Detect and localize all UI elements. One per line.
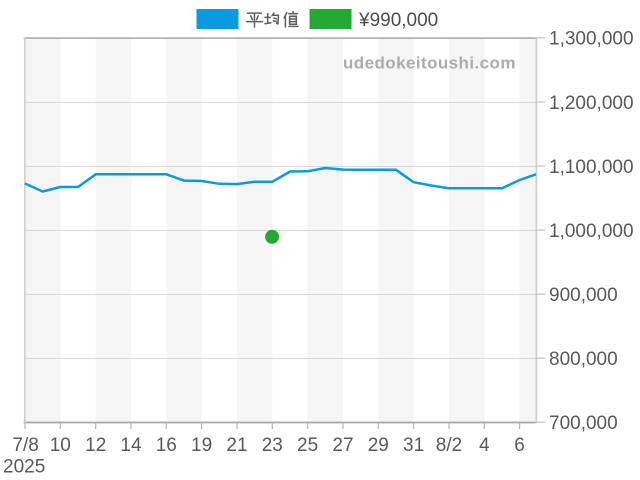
svg-text:1,200,000: 1,200,000 [549, 93, 634, 114]
svg-text:16: 16 [156, 435, 177, 456]
svg-text:29: 29 [368, 435, 389, 456]
svg-text:4: 4 [479, 435, 490, 456]
svg-text:12: 12 [85, 435, 106, 456]
svg-text:1,300,000: 1,300,000 [549, 29, 634, 50]
svg-text:21: 21 [226, 435, 247, 456]
svg-text:1,000,000: 1,000,000 [549, 221, 634, 242]
svg-text:7/8: 7/8 [12, 435, 38, 456]
svg-text:800,000: 800,000 [549, 349, 618, 370]
svg-text:700,000: 700,000 [549, 413, 618, 434]
svg-text:31: 31 [403, 435, 424, 456]
svg-text:¥990,000: ¥990,000 [358, 10, 438, 31]
svg-text:10: 10 [50, 435, 71, 456]
svg-text:14: 14 [120, 435, 142, 456]
svg-text:27: 27 [332, 435, 353, 456]
svg-text:23: 23 [262, 435, 283, 456]
svg-text:udedokeitoushi.com: udedokeitoushi.com [343, 54, 516, 73]
svg-text:8/2: 8/2 [436, 435, 462, 456]
svg-text:900,000: 900,000 [549, 285, 618, 306]
svg-text:19: 19 [191, 435, 212, 456]
svg-text:2025: 2025 [3, 457, 45, 478]
svg-text:6: 6 [514, 435, 525, 456]
svg-text:25: 25 [297, 435, 318, 456]
svg-text:1,100,000: 1,100,000 [549, 157, 634, 178]
